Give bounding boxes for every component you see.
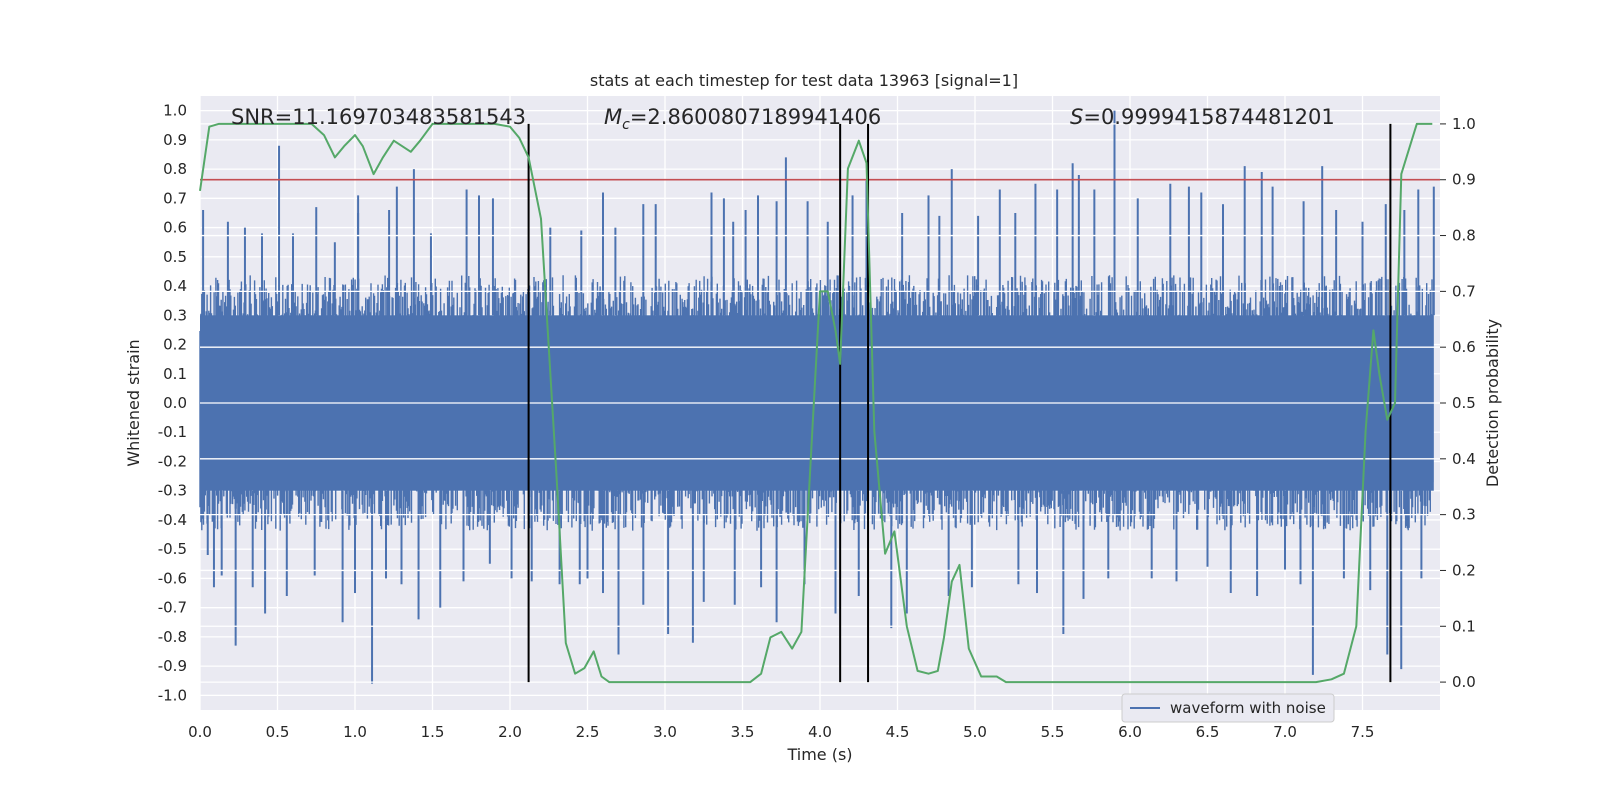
x-tick-label: 4.0 — [808, 723, 832, 741]
right-tick-label: 0.5 — [1452, 394, 1476, 412]
probability-series — [199, 122, 1433, 684]
x-tick-label: 3.0 — [653, 723, 677, 741]
right-tick-label: 1.0 — [1452, 115, 1476, 133]
s-annotation: S=0.9999415874481201 — [1070, 105, 1335, 129]
x-tick-label: 7.0 — [1273, 723, 1297, 741]
y-tick-label: -0.4 — [158, 511, 187, 529]
right-tick-label: 0.8 — [1452, 227, 1476, 245]
chart-title: stats at each timestep for test data 139… — [590, 71, 1018, 90]
right-tick-label: 0.3 — [1452, 506, 1476, 524]
y-tick-label: 0.3 — [163, 306, 187, 324]
legend: waveform with noise — [1121, 693, 1335, 723]
y-tick-label: 0.8 — [163, 160, 187, 178]
chirp-mass-symbol: M — [604, 105, 622, 129]
y-tick-label: -0.7 — [158, 599, 187, 617]
legend-label-waveform: waveform with noise — [1170, 699, 1326, 717]
y-tick-label: -0.5 — [158, 540, 187, 558]
y-tick-label: 0.9 — [163, 131, 187, 149]
legend-box — [1121, 693, 1335, 723]
y-tick-label: 0.2 — [163, 336, 187, 354]
right-tick-label: 0.7 — [1452, 282, 1476, 300]
y-tick-label: 0.1 — [163, 365, 187, 383]
x-tick-label: 4.5 — [886, 723, 910, 741]
y-tick-label: -1.0 — [158, 686, 187, 704]
y-tick-label: -0.3 — [158, 482, 187, 500]
y-tick-label: 1.0 — [163, 102, 187, 120]
y-tick-label: 0.5 — [163, 248, 187, 266]
y-tick-label: 0.7 — [163, 189, 187, 207]
y-tick-label: 0.4 — [163, 277, 187, 295]
chirp-mass-value: =2.8600807189941406 — [630, 105, 881, 129]
right-tick-label: 0.0 — [1452, 673, 1476, 691]
y-tick-label: 0.0 — [163, 394, 187, 412]
probability-line — [199, 122, 1433, 684]
x-tick-label: 1.0 — [343, 723, 367, 741]
y-tick-label: -0.1 — [158, 423, 187, 441]
x-tick-label: 5.5 — [1041, 723, 1065, 741]
y-tick-label: -0.6 — [158, 569, 187, 587]
y-axis-ticks: 1.0 0.9 0.8 0.7 0.6 0.5 0.4 0.3 0.2 0.1 0.0 -0.1 -0.… — [158, 102, 187, 705]
y-tick-label: -0.2 — [158, 452, 187, 470]
right-axis-ticks: 1.0 0.9 0.8 0.7 0.6 0.5 0.4 0.3 0.2 0.1 0.0 — [1440, 115, 1476, 691]
snr-annotation: SNR=11.169703483581543 — [231, 105, 526, 129]
chirp-mass-subscript: c — [622, 117, 630, 133]
x-tick-label: 7.5 — [1351, 723, 1375, 741]
right-tick-label: 0.1 — [1452, 617, 1476, 635]
y-tick-label: -0.9 — [158, 657, 187, 675]
x-tick-label: 3.5 — [731, 723, 755, 741]
x-tick-label: 5.0 — [963, 723, 987, 741]
right-tick-label: 0.2 — [1452, 561, 1476, 579]
s-symbol: S — [1070, 105, 1083, 129]
x-tick-label: 1.5 — [421, 723, 445, 741]
x-tick-label: 0.0 — [188, 723, 212, 741]
x-tick-label: 2.0 — [498, 723, 522, 741]
y-tick-label: -0.8 — [158, 628, 187, 646]
right-axis-label: Detection probability — [1483, 319, 1502, 487]
y-axis-label: Whitened strain — [124, 339, 143, 466]
x-axis-label: Time (s) — [786, 745, 852, 764]
s-value: =0.9999415874481201 — [1083, 105, 1334, 129]
right-tick-label: 0.6 — [1452, 338, 1476, 356]
x-tick-label: 6.0 — [1118, 723, 1142, 741]
x-tick-label: 2.5 — [576, 723, 600, 741]
vertical-markers — [527, 123, 1392, 683]
y-tick-label: 0.6 — [163, 219, 187, 237]
right-tick-label: 0.4 — [1452, 450, 1476, 468]
right-tick-label: 0.9 — [1452, 171, 1476, 189]
x-tick-label: 0.5 — [266, 723, 290, 741]
chirp-mass-annotation: Mc=2.8600807189941406 — [604, 105, 881, 133]
x-tick-label: 6.5 — [1196, 723, 1220, 741]
x-axis-ticks: 0.0 0.5 1.0 1.5 2.0 2.5 3.0 3.5 4.0 4.5 5.0 5.5 6.0 6… — [188, 723, 1374, 741]
